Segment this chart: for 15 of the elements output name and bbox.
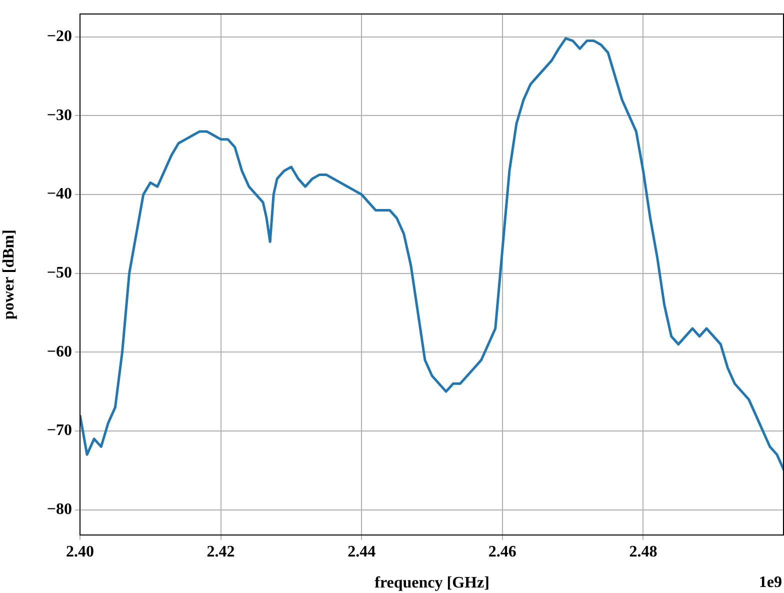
y-tick-label: −50 [46,264,72,282]
x-tick-label: 2.40 [66,544,94,561]
x-tick-label: 2.46 [488,544,516,561]
y-tick-label: −40 [46,186,72,203]
x-tick-label: 2.42 [206,544,235,561]
y-tick-label: −20 [46,28,72,45]
text: 1e9 [758,574,782,591]
x-tick-label: 2.48 [629,544,658,561]
y-tick-label: −60 [46,343,72,360]
y-tick-label: −70 [46,422,72,440]
x-axis-title: frequency [GHz] [374,574,490,592]
x-tick-label: 2.44 [348,544,376,561]
y-axis-title: power [dBm] [0,230,18,320]
y-tick-label: −30 [46,106,72,124]
y-tick-label: −80 [46,500,72,518]
